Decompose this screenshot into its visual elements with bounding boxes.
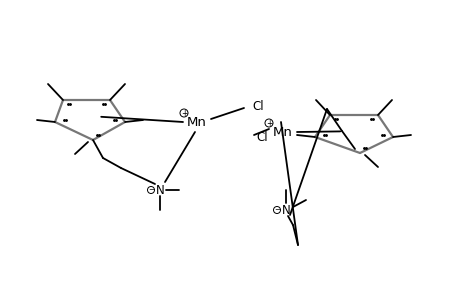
Text: −: − <box>274 207 280 213</box>
Text: −: − <box>148 187 154 193</box>
Text: N: N <box>281 203 290 217</box>
Text: Cl: Cl <box>252 100 263 112</box>
Text: Cl: Cl <box>256 130 267 143</box>
Text: Mn: Mn <box>273 125 292 139</box>
Text: Mn: Mn <box>187 116 207 128</box>
Text: +: + <box>265 118 272 127</box>
Text: N: N <box>155 184 164 196</box>
Text: +: + <box>180 109 187 118</box>
